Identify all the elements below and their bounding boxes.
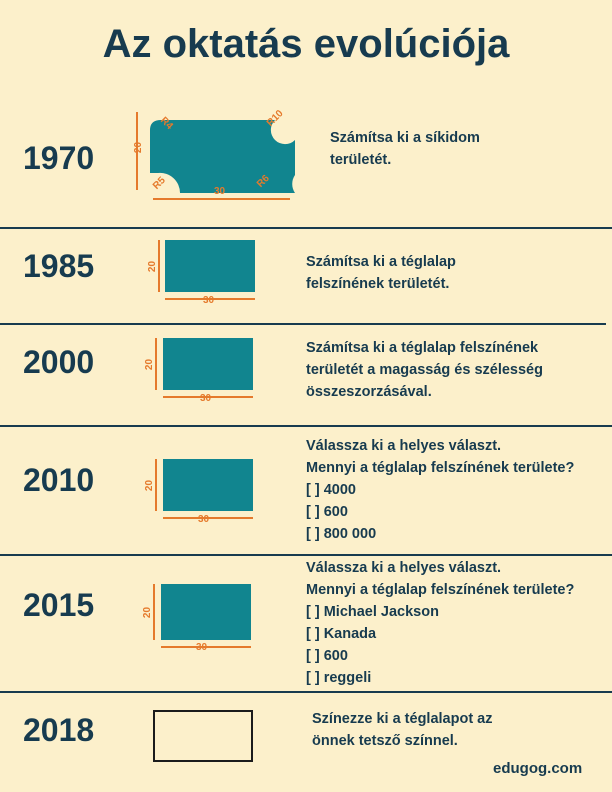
height-dim-line-2010 [155, 459, 157, 511]
text-line: Mennyi a téglalap felszínének területe? [306, 582, 575, 598]
text-line: önnek tetsző színnel. [312, 733, 458, 749]
text-line: Számítsa ki a téglalap felszínének [306, 340, 539, 356]
year-1970: 1970 [23, 140, 95, 176]
year-2010: 2010 [23, 462, 95, 498]
irregular-shape-figure [150, 120, 295, 193]
height-dim-line-1985 [158, 240, 160, 292]
height-dim-2010: 20 [144, 479, 156, 492]
text-line: Számítsa ki a téglalap [306, 254, 456, 270]
divider [0, 691, 612, 693]
text-line: Válassza ki a helyes választ. [306, 438, 502, 454]
text-line: összeszorzásával. [306, 384, 432, 400]
text-line: területét. [330, 152, 392, 168]
height-dim-2000: 20 [144, 358, 156, 371]
answer-option: [ ] reggeli [306, 670, 372, 686]
year-1985: 1985 [23, 248, 95, 284]
width-dim-line-2010 [163, 517, 253, 519]
text-line: Válassza ki a helyes választ. [306, 560, 502, 576]
page-title: Az oktatás evolúciója [102, 22, 510, 66]
text-line: Mennyi a téglalap felszínének területe? [306, 460, 575, 476]
instruction-2000: Számítsa ki a téglalap felszínének terül… [306, 337, 543, 403]
width-dim-2000: 30 [200, 393, 212, 404]
instruction-1985: Számítsa ki a téglalap felszínének terül… [306, 251, 456, 295]
width-dim-1970: 30 [214, 186, 226, 197]
year-2018: 2018 [23, 712, 95, 748]
answer-option: [ ] Kanada [306, 626, 377, 642]
text-line: területét a magasság és szélesség [306, 362, 543, 378]
empty-rectangle [153, 710, 253, 762]
width-dim-2010: 30 [198, 514, 210, 525]
instruction-2018: Színezze ki a téglalapot az önnek tetsző… [312, 708, 493, 752]
height-dim-2015: 20 [142, 606, 154, 619]
rectangle-figure-1985 [165, 240, 255, 292]
height-dim-line-2000 [155, 338, 157, 390]
year-2015: 2015 [23, 587, 95, 623]
rectangle-figure-2000 [163, 338, 253, 390]
height-dim-line-2015 [153, 584, 155, 640]
instruction-1970: Számítsa ki a síkidom területét. [330, 127, 480, 171]
rectangle-figure-2010 [163, 459, 253, 511]
height-dim-1985: 20 [147, 260, 159, 273]
height-dim-1970: 20 [133, 141, 145, 154]
width-dim-line-2000 [163, 396, 253, 398]
footer-brand: edugog.com [493, 760, 583, 777]
answer-option: [ ] 600 [306, 504, 348, 520]
answer-option: [ ] 800 000 [306, 526, 377, 542]
answer-option: [ ] Michael Jackson [306, 604, 439, 620]
height-dim-line-1970 [136, 112, 138, 190]
answer-option: [ ] 4000 [306, 482, 356, 498]
width-dim-line-2015 [161, 646, 251, 648]
width-dim-1985: 30 [203, 295, 215, 306]
divider [0, 554, 612, 556]
divider [0, 323, 606, 325]
answer-option: [ ] 600 [306, 648, 348, 664]
year-2000: 2000 [23, 344, 95, 380]
width-dim-2015: 30 [196, 642, 208, 653]
divider [0, 227, 612, 229]
text-line: Színezze ki a téglalapot az [312, 711, 493, 727]
question-2010: Válassza ki a helyes választ. Mennyi a t… [306, 435, 574, 545]
question-2015: Válassza ki a helyes választ. Mennyi a t… [306, 557, 574, 689]
divider [0, 425, 612, 427]
rectangle-figure-2015 [161, 584, 251, 640]
width-dim-line-1985 [165, 298, 255, 300]
text-line: Számítsa ki a síkidom [330, 130, 480, 146]
width-dim-line-1970 [153, 198, 290, 200]
text-line: felszínének területét. [306, 276, 450, 292]
